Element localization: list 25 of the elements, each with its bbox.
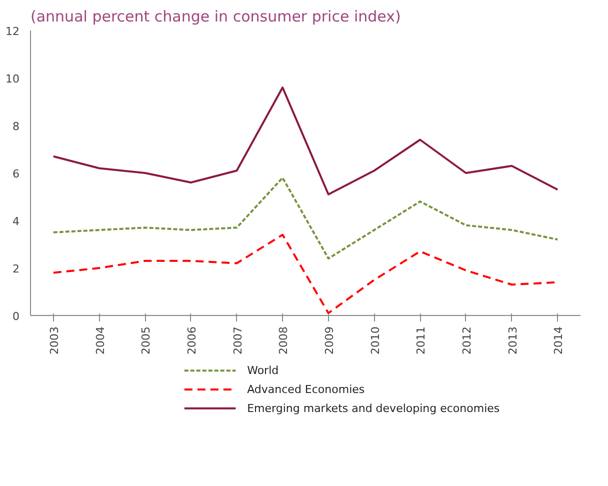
y-tick-label: 8 — [12, 120, 20, 133]
legend-label: Emerging markets and developing economies — [247, 402, 500, 415]
line-series — [52, 176, 559, 260]
x-tick-label: 2009 — [322, 326, 336, 354]
y-tick-label: 12 — [6, 25, 20, 38]
y-tick-label: 6 — [12, 168, 20, 180]
x-tick-label: 2006 — [185, 326, 198, 354]
x-tick-label: 2004 — [94, 326, 107, 354]
x-tick-label: 2003 — [48, 326, 61, 354]
legend-label: Advanced Economies — [247, 383, 365, 396]
y-tick-label: 10 — [6, 72, 20, 86]
y-tick-label: 0 — [12, 310, 20, 323]
x-tick-label: 2005 — [140, 326, 153, 354]
x-tick-label: 2012 — [460, 326, 474, 354]
y-tick-label: 4 — [12, 215, 20, 228]
x-tick-label: 2013 — [506, 326, 520, 354]
y-tick-label: 2 — [12, 262, 20, 276]
x-tick-label: 2010 — [368, 326, 382, 354]
line-series — [52, 86, 559, 196]
x-tick-label: 2014 — [552, 326, 566, 354]
legend-label: World — [247, 364, 279, 378]
x-tick-label: 2011 — [414, 326, 428, 354]
x-tick-label: 2008 — [277, 326, 290, 354]
chart-subtitle: (annual percent change in consumer price index) — [30, 8, 401, 26]
x-tick-label: 2007 — [231, 326, 244, 354]
